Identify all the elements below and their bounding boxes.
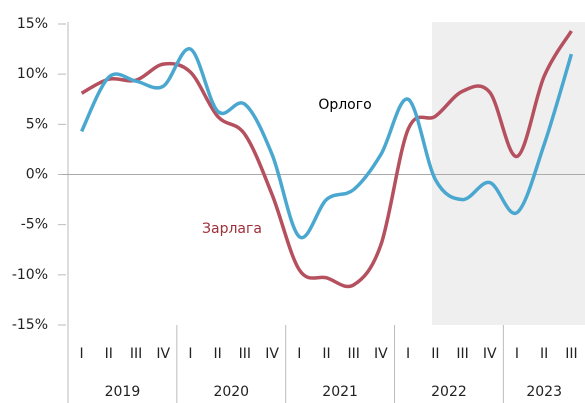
y-tick-label: -15% xyxy=(12,317,48,333)
y-tick-label: 10% xyxy=(17,66,48,82)
x-tick-label: IV xyxy=(483,346,497,362)
series-label: Зарлага xyxy=(202,221,262,237)
y-tick-label: 0% xyxy=(26,167,48,183)
x-tick-label: III xyxy=(130,346,142,362)
x-tick-label: III xyxy=(239,346,251,362)
group-label: 2021 xyxy=(322,384,358,400)
x-tick-label: II xyxy=(105,346,113,362)
x-tick-label: II xyxy=(322,346,330,362)
group-label: 2019 xyxy=(105,384,141,400)
series-line xyxy=(80,30,573,289)
series-line xyxy=(80,47,574,240)
y-tick-label: 15% xyxy=(17,16,48,32)
x-tick-label: I xyxy=(515,346,519,362)
x-tick-label: I xyxy=(80,346,84,362)
y-tick-label: -5% xyxy=(21,217,48,233)
x-tick-label: III xyxy=(456,346,468,362)
x-tick-label: III xyxy=(565,346,577,362)
x-tick-label: IV xyxy=(156,346,170,362)
x-tick-label: II xyxy=(540,346,548,362)
x-tick-label: IV xyxy=(265,346,279,362)
forecast-shading xyxy=(432,22,585,325)
group-label: 2020 xyxy=(213,384,249,400)
y-tick-label: 5% xyxy=(26,116,48,132)
x-tick-label: I xyxy=(297,346,301,362)
group-label: 2022 xyxy=(431,384,467,400)
x-tick-label: II xyxy=(431,346,439,362)
x-tick-label: IV xyxy=(374,346,388,362)
x-tick-label: III xyxy=(348,346,360,362)
y-tick-label: -10% xyxy=(12,267,48,283)
series-label: Орлого xyxy=(318,97,371,113)
x-tick-label: I xyxy=(188,346,192,362)
x-tick-label: II xyxy=(214,346,222,362)
group-label: 2023 xyxy=(526,384,562,400)
x-tick-label: I xyxy=(406,346,410,362)
